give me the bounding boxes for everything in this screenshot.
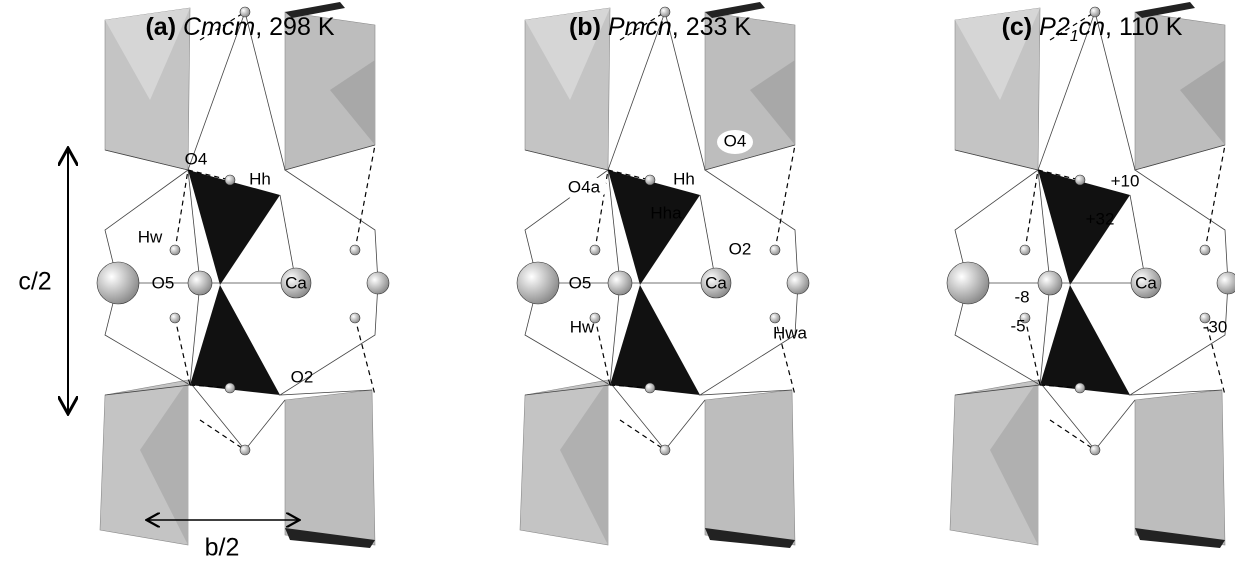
atom-labels-c: +10 +32 -8 Ca -5 -30 (1010, 171, 1227, 336)
axis-label: c/2 (18, 268, 51, 296)
atom-label: O5 (152, 273, 175, 292)
atom-labels-b: Hh O4 O4a Hha O2 O5 Ca Hw Hwa (560, 130, 808, 342)
atom-label: Hh (673, 169, 695, 188)
panel-title: (a) Cmcm, 298 K (145, 13, 334, 41)
axis-label: b/2 (205, 534, 240, 562)
atom-label: -5 (1010, 316, 1025, 335)
atom-labels-a: O4 Hh Hw O5 Ca O2 (138, 149, 314, 386)
atom-label: O2 (729, 239, 752, 258)
atom-label: O4 (724, 131, 747, 150)
atom-label: Hha (650, 203, 682, 222)
panel-title: (c) P21cn, 110 K (1002, 13, 1183, 45)
structure-c (946, 1, 1235, 549)
atom-label: Ca (1135, 273, 1157, 292)
structure-b (516, 1, 810, 549)
atom-label: Ca (285, 273, 307, 292)
atom-label: -8 (1014, 287, 1029, 306)
atom-label: O4 (185, 149, 208, 168)
atom-label: -30 (1203, 317, 1228, 336)
atom-label: Hh (249, 169, 271, 188)
atom-label: O5 (569, 273, 592, 292)
atom-label: Hw (570, 317, 595, 336)
atom-label: +10 (1111, 171, 1140, 190)
atom-label: O2 (291, 367, 314, 386)
panel-title: (b) Pmcn, 233 K (569, 13, 751, 41)
atom-label: Hwa (773, 323, 808, 342)
atom-label: Ca (705, 273, 727, 292)
atom-label: +32 (1086, 209, 1115, 228)
structure-a (96, 1, 390, 549)
atom-label: Hw (138, 227, 163, 246)
atom-label: O4a (568, 177, 601, 196)
